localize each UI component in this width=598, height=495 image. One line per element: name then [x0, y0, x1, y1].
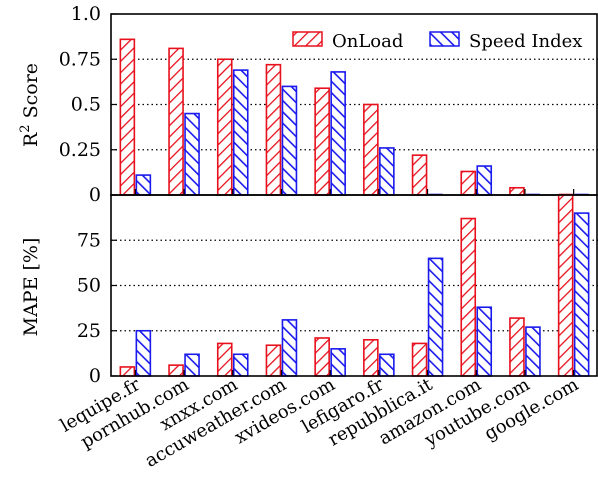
r2-bar-onload: [411, 154, 428, 196]
mape-ytick-label: 0: [89, 365, 101, 387]
r2-bar-onload: [119, 38, 136, 196]
r2-bar-onload: [363, 103, 379, 196]
mape-bar-speed-index: [184, 353, 200, 377]
r2-axis-title: R2 Score: [18, 63, 42, 147]
mape-panel: 0 25 50 75: [77, 194, 598, 387]
mape-bar-onload: [460, 217, 477, 377]
mape-ytick-label: 75: [77, 229, 101, 251]
mape-bar-speed-index: [232, 353, 249, 377]
mape-ytick-label: 50: [77, 275, 101, 297]
mape-bar-speed-index: [330, 348, 346, 377]
mape-bar-onload: [509, 317, 525, 377]
r2-bar-speed-index: [184, 112, 200, 196]
legend-label-speed-index: Speed Index: [469, 31, 582, 52]
mape-ytick-label: 25: [77, 320, 101, 342]
r2-ytick-label: 0.75: [59, 48, 101, 70]
r2-axis-title-rest: Score: [20, 63, 42, 124]
mape-bar-speed-index: [135, 329, 152, 377]
mape-bar-onload: [314, 337, 330, 377]
r2-bar-onload: [216, 58, 233, 196]
r2-bar-onload: [460, 170, 477, 196]
r2-panel: 0 0.25 0.5 0.75 1.0: [59, 3, 598, 206]
mape-bar-speed-index: [476, 306, 493, 377]
r2-bar-speed-index: [379, 147, 395, 196]
r2-bar-onload: [314, 87, 330, 196]
r2-bar-speed-index: [232, 69, 249, 196]
category-labels: lequipe.frpornhub.comxnxx.comaccuweather…: [57, 374, 582, 472]
r2-bar-speed-index: [330, 71, 346, 196]
legend: OnLoad Speed Index: [292, 31, 582, 52]
r2-axis-title-main: R: [20, 132, 42, 147]
mape-bar-onload: [411, 342, 428, 377]
r2-ytick-label: 0: [89, 184, 101, 206]
mape-bar-speed-index: [427, 257, 444, 377]
mape-bar-onload: [363, 338, 379, 377]
legend-swatch-onload: [292, 31, 323, 47]
r2-bar-speed-index: [281, 85, 298, 196]
r2-axis-title-sup: 2: [18, 124, 33, 132]
mape-frame: [110, 194, 598, 377]
r2-bar-speed-index: [135, 174, 152, 196]
mape-bar-speed-index: [281, 319, 298, 377]
r2-ytick-label: 0.5: [71, 94, 101, 116]
r2-bar-onload: [509, 186, 525, 196]
legend-label-onload: OnLoad: [332, 31, 403, 52]
mape-bar-onload: [557, 194, 574, 377]
r2-bar-onload: [168, 47, 184, 196]
mape-bar-speed-index: [525, 326, 541, 377]
r2-ytick-label: 1.0: [71, 3, 101, 25]
legend-swatch-speed-index: [429, 31, 460, 47]
r2-bar-onload: [265, 63, 282, 196]
mape-bar-onload: [265, 344, 282, 377]
r2-bar-speed-index: [476, 165, 493, 196]
mape-axis-title: MAPE [%]: [20, 238, 42, 337]
mape-bar-speed-index: [379, 353, 395, 377]
mape-bar-speed-index: [573, 212, 590, 377]
mape-bar-onload: [216, 342, 233, 377]
r2-ytick-label: 0.25: [59, 139, 101, 161]
